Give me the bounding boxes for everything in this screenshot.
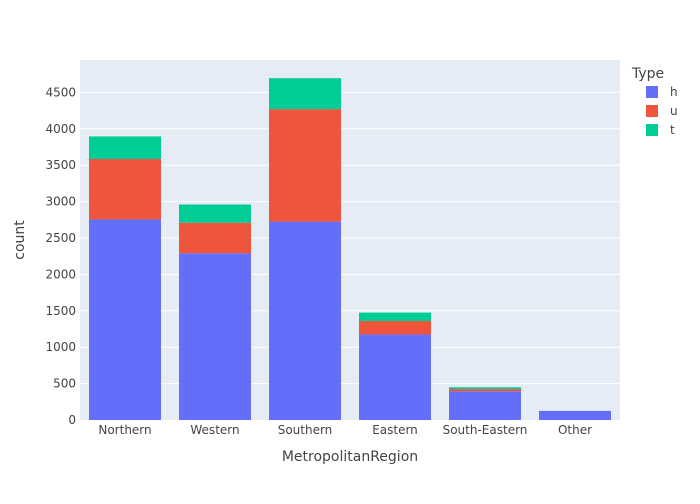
y-tick-label: 2500 bbox=[45, 231, 76, 245]
bar-t-south-eastern bbox=[449, 387, 521, 390]
bar-h-western bbox=[179, 253, 251, 420]
bar-u-eastern bbox=[359, 320, 431, 335]
bar-u-southern bbox=[269, 109, 341, 222]
legend-title: Type bbox=[631, 66, 664, 82]
bar-u-south-eastern bbox=[449, 389, 521, 392]
x-tick-label: Northern bbox=[98, 423, 151, 437]
y-tick-label: 3500 bbox=[45, 158, 76, 172]
bar-h-northern bbox=[89, 219, 161, 420]
x-tick-label: Southern bbox=[278, 423, 333, 437]
y-tick-label: 2000 bbox=[45, 267, 76, 281]
bar-t-western bbox=[179, 204, 251, 223]
legend-swatch-u[interactable] bbox=[646, 105, 658, 117]
y-tick-label: 4000 bbox=[45, 122, 76, 136]
plot-background bbox=[80, 60, 620, 420]
bar-u-northern bbox=[89, 159, 161, 220]
grid-lines bbox=[80, 91, 620, 385]
legend-label-u[interactable]: u bbox=[670, 104, 678, 118]
legend-label-h[interactable]: h bbox=[670, 85, 678, 99]
y-tick-label: 1500 bbox=[45, 304, 76, 318]
y-tick-label: 500 bbox=[53, 377, 76, 391]
legend-swatch-h[interactable] bbox=[646, 86, 658, 98]
bar-h-other bbox=[539, 410, 611, 420]
bar-t-southern bbox=[269, 78, 341, 110]
bars bbox=[89, 78, 611, 420]
y-axis-title: count bbox=[12, 220, 28, 260]
bar-h-eastern bbox=[359, 334, 431, 420]
x-tick-label: Eastern bbox=[372, 423, 418, 437]
x-tick-label: Other bbox=[558, 423, 592, 437]
bar-t-eastern bbox=[359, 312, 431, 321]
y-tick-labels: 0 500 1000 1500 2000 2500 3000 3500 4000 4500 bbox=[45, 85, 76, 427]
legend: Type hut bbox=[631, 66, 678, 137]
bar-h-south-eastern bbox=[449, 391, 521, 420]
y-tick-label: 0 bbox=[68, 413, 76, 427]
x-axis-title: MetropolitanRegion bbox=[282, 449, 418, 465]
x-tick-labels: Northern Western Southern Eastern South-East… bbox=[98, 423, 592, 437]
y-tick-label: 1000 bbox=[45, 340, 76, 354]
x-tick-label: South-Eastern bbox=[443, 423, 528, 437]
bar-u-western bbox=[179, 222, 251, 254]
legend-label-t[interactable]: t bbox=[670, 123, 675, 137]
bar-h-southern bbox=[269, 221, 341, 420]
legend-swatch-t[interactable] bbox=[646, 124, 658, 136]
y-tick-label: 3000 bbox=[45, 195, 76, 209]
y-tick-label: 4500 bbox=[45, 85, 76, 99]
x-tick-label: Western bbox=[190, 423, 239, 437]
bar-t-northern bbox=[89, 136, 161, 160]
